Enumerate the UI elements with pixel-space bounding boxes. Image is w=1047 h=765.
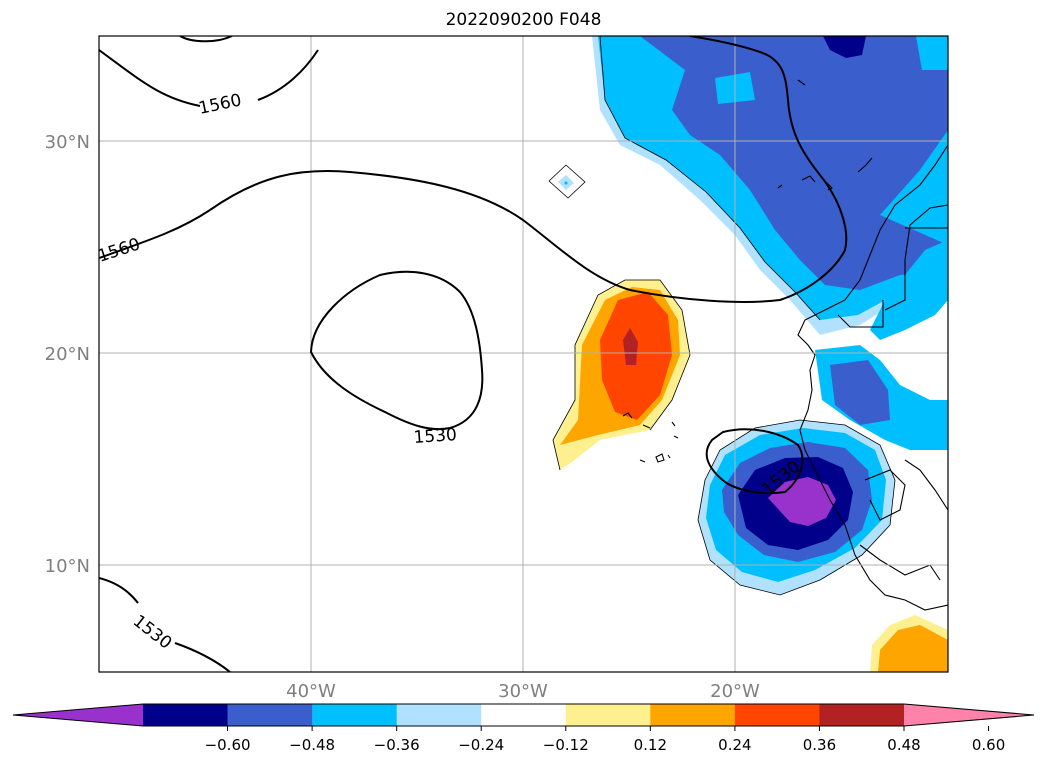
height-contours [99,36,848,672]
coastlines [622,79,948,611]
positive-anomaly-center [553,280,690,470]
colorbar-outline [12,703,1035,727]
colorbar-tick-label: 0.36 [803,736,836,754]
lat-tick-label: 30°N [45,132,90,153]
anomaly-outline-contours [552,36,896,596]
colorbar-segment [227,704,313,726]
colorbar-segment [143,704,229,726]
map-frame [98,35,949,673]
colorbar-tick-label: 0.60 [972,736,1005,754]
negative-anomaly-east [815,240,948,450]
colorbar-segment [396,704,482,726]
lat-tick-label: 20°N [45,344,90,365]
colorbar-tick-label: 0.48 [887,736,920,754]
colorbar: −0.60 −0.48 −0.36 −0.24 −0.12 0.12 0.24 0.36 0.4… [12,703,1035,754]
lon-tick-label: 20°W [710,681,760,702]
colorbar-segment [312,704,398,726]
colorbar-tick-label: −0.12 [543,736,589,754]
colorbar-segment [481,704,567,726]
colorbar-tick-label: 0.12 [634,736,667,754]
lon-tick-label: 30°W [498,681,548,702]
contour-label: 1530 [413,425,458,448]
lat-tick-label: 10°N [45,556,90,577]
negative-anomaly-north [592,36,948,335]
colorbar-tick-label: 0.24 [718,736,751,754]
colorbar-tick-label: −0.36 [374,736,420,754]
negative-anomaly-low [698,420,895,595]
lon-tick-label: 40°W [286,681,336,702]
colorbar-tick-label: −0.48 [289,736,335,754]
colorbar-segment [734,704,820,726]
colorbar-segment [819,704,905,726]
colorbar-extend-low [13,704,143,726]
map-title: 2022090200 F048 [445,10,602,30]
colorbar-extend-high [904,704,1034,726]
colorbar-segment [565,704,651,726]
colorbar-tick-label: −0.24 [458,736,504,754]
colorbar-segment [650,704,736,726]
positive-anomaly-southeast [870,615,948,672]
colorbar-tick-label: −0.60 [205,736,251,754]
